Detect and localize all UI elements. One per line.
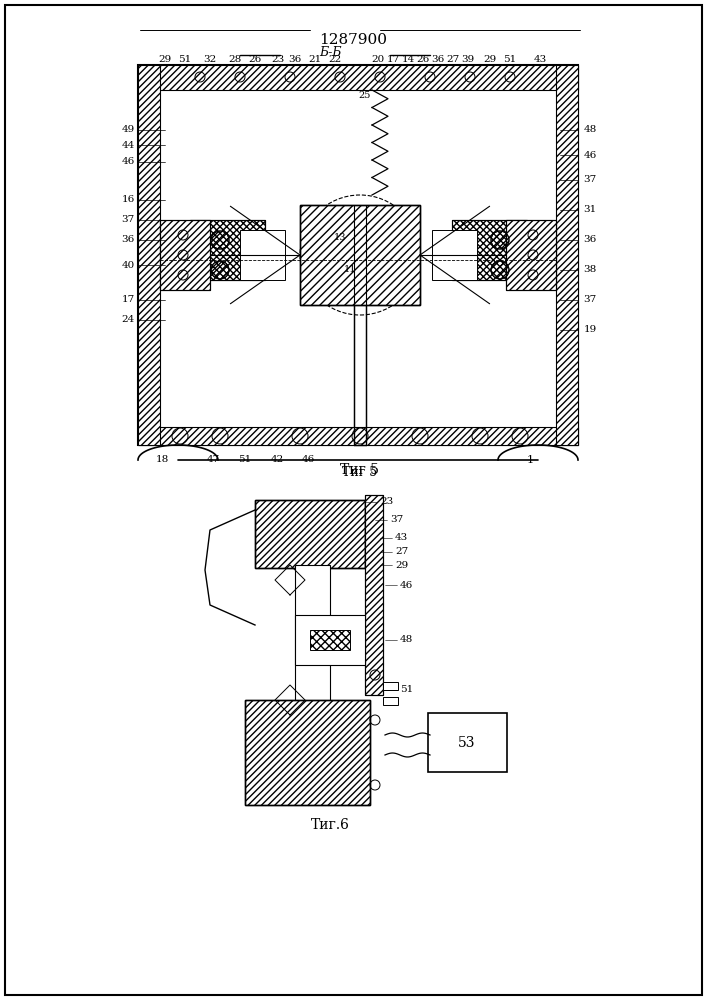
Bar	[138, 65, 578, 445]
Text: 51: 51	[400, 686, 414, 694]
Text: Τиг.6: Τиг.6	[310, 818, 349, 832]
Text: 39: 39	[462, 55, 474, 64]
Text: Τиг 5: Τиг 5	[341, 463, 380, 477]
Text: 26: 26	[416, 55, 430, 64]
Text: 19: 19	[583, 326, 597, 334]
Bar	[295, 565, 330, 740]
Bar	[138, 427, 578, 445]
Text: 13: 13	[334, 232, 346, 241]
Bar	[452, 220, 527, 280]
Text: 21: 21	[308, 55, 322, 64]
Text: 16: 16	[122, 196, 134, 205]
Text: 37: 37	[583, 296, 597, 304]
Text: 29: 29	[395, 560, 408, 570]
Text: 27: 27	[446, 55, 460, 64]
Bar	[245, 700, 370, 805]
Bar	[506, 220, 556, 290]
Text: 49: 49	[122, 125, 134, 134]
Bar	[160, 220, 210, 290]
Text: Τиг 5: Τиг 5	[342, 466, 378, 480]
Bar	[255, 500, 365, 568]
Bar	[160, 220, 210, 290]
Bar	[300, 205, 420, 305]
Text: 46: 46	[122, 157, 134, 166]
Text: 20: 20	[371, 55, 385, 64]
Text: 27: 27	[395, 548, 408, 556]
Text: 23: 23	[380, 497, 393, 506]
Text: 43: 43	[533, 55, 547, 64]
Text: 14: 14	[402, 55, 414, 64]
Text: 47: 47	[206, 456, 220, 464]
Text: 51: 51	[178, 55, 192, 64]
Text: 26: 26	[248, 55, 262, 64]
Text: 32: 32	[204, 55, 216, 64]
Text: 38: 38	[583, 265, 597, 274]
Text: 51: 51	[503, 55, 517, 64]
Text: 23: 23	[271, 55, 285, 64]
Text: 44: 44	[122, 140, 134, 149]
Circle shape	[354, 249, 366, 261]
Text: 53: 53	[458, 736, 476, 750]
Text: 43: 43	[395, 534, 408, 542]
Text: 46: 46	[400, 580, 414, 589]
Bar	[295, 615, 365, 665]
Text: 25: 25	[359, 91, 371, 100]
Bar	[556, 65, 578, 445]
Text: 46: 46	[301, 456, 315, 464]
Text: 17: 17	[122, 296, 134, 304]
Bar	[190, 220, 265, 280]
Text: 28: 28	[228, 55, 242, 64]
Bar	[255, 500, 365, 568]
Bar	[190, 220, 265, 280]
Text: 36: 36	[583, 235, 597, 244]
Bar	[365, 495, 383, 695]
Bar	[365, 495, 383, 695]
Text: Б-Б: Б-Б	[319, 45, 341, 58]
Text: 22: 22	[328, 55, 341, 64]
Text: 36: 36	[288, 55, 302, 64]
Text: 51: 51	[238, 456, 252, 464]
Text: 46: 46	[583, 150, 597, 159]
Text: 37: 37	[583, 176, 597, 184]
Text: 1: 1	[527, 455, 534, 465]
Text: 48: 48	[583, 125, 597, 134]
Bar	[452, 220, 527, 280]
Text: 17: 17	[386, 55, 399, 64]
FancyBboxPatch shape	[428, 713, 507, 772]
Bar	[300, 205, 420, 305]
Text: 42: 42	[270, 456, 284, 464]
Bar	[245, 700, 370, 805]
Text: 29: 29	[158, 55, 172, 64]
Bar	[138, 65, 160, 445]
Bar	[240, 230, 285, 280]
Bar	[138, 65, 578, 90]
Text: 36: 36	[122, 235, 134, 244]
Text: 40: 40	[122, 260, 134, 269]
Bar	[310, 630, 350, 650]
Bar	[383, 682, 398, 690]
Text: 18: 18	[156, 456, 169, 464]
Text: 1287900: 1287900	[319, 33, 387, 47]
Bar	[383, 697, 398, 705]
Text: 37: 37	[390, 516, 403, 524]
Bar	[506, 220, 556, 290]
Text: 11: 11	[344, 265, 356, 274]
Text: 29: 29	[484, 55, 496, 64]
Text: 37: 37	[122, 216, 134, 225]
Bar	[432, 230, 477, 280]
Text: 24: 24	[122, 316, 134, 324]
Text: 31: 31	[583, 206, 597, 215]
Text: 36: 36	[431, 55, 445, 64]
Text: 48: 48	[400, 636, 414, 645]
